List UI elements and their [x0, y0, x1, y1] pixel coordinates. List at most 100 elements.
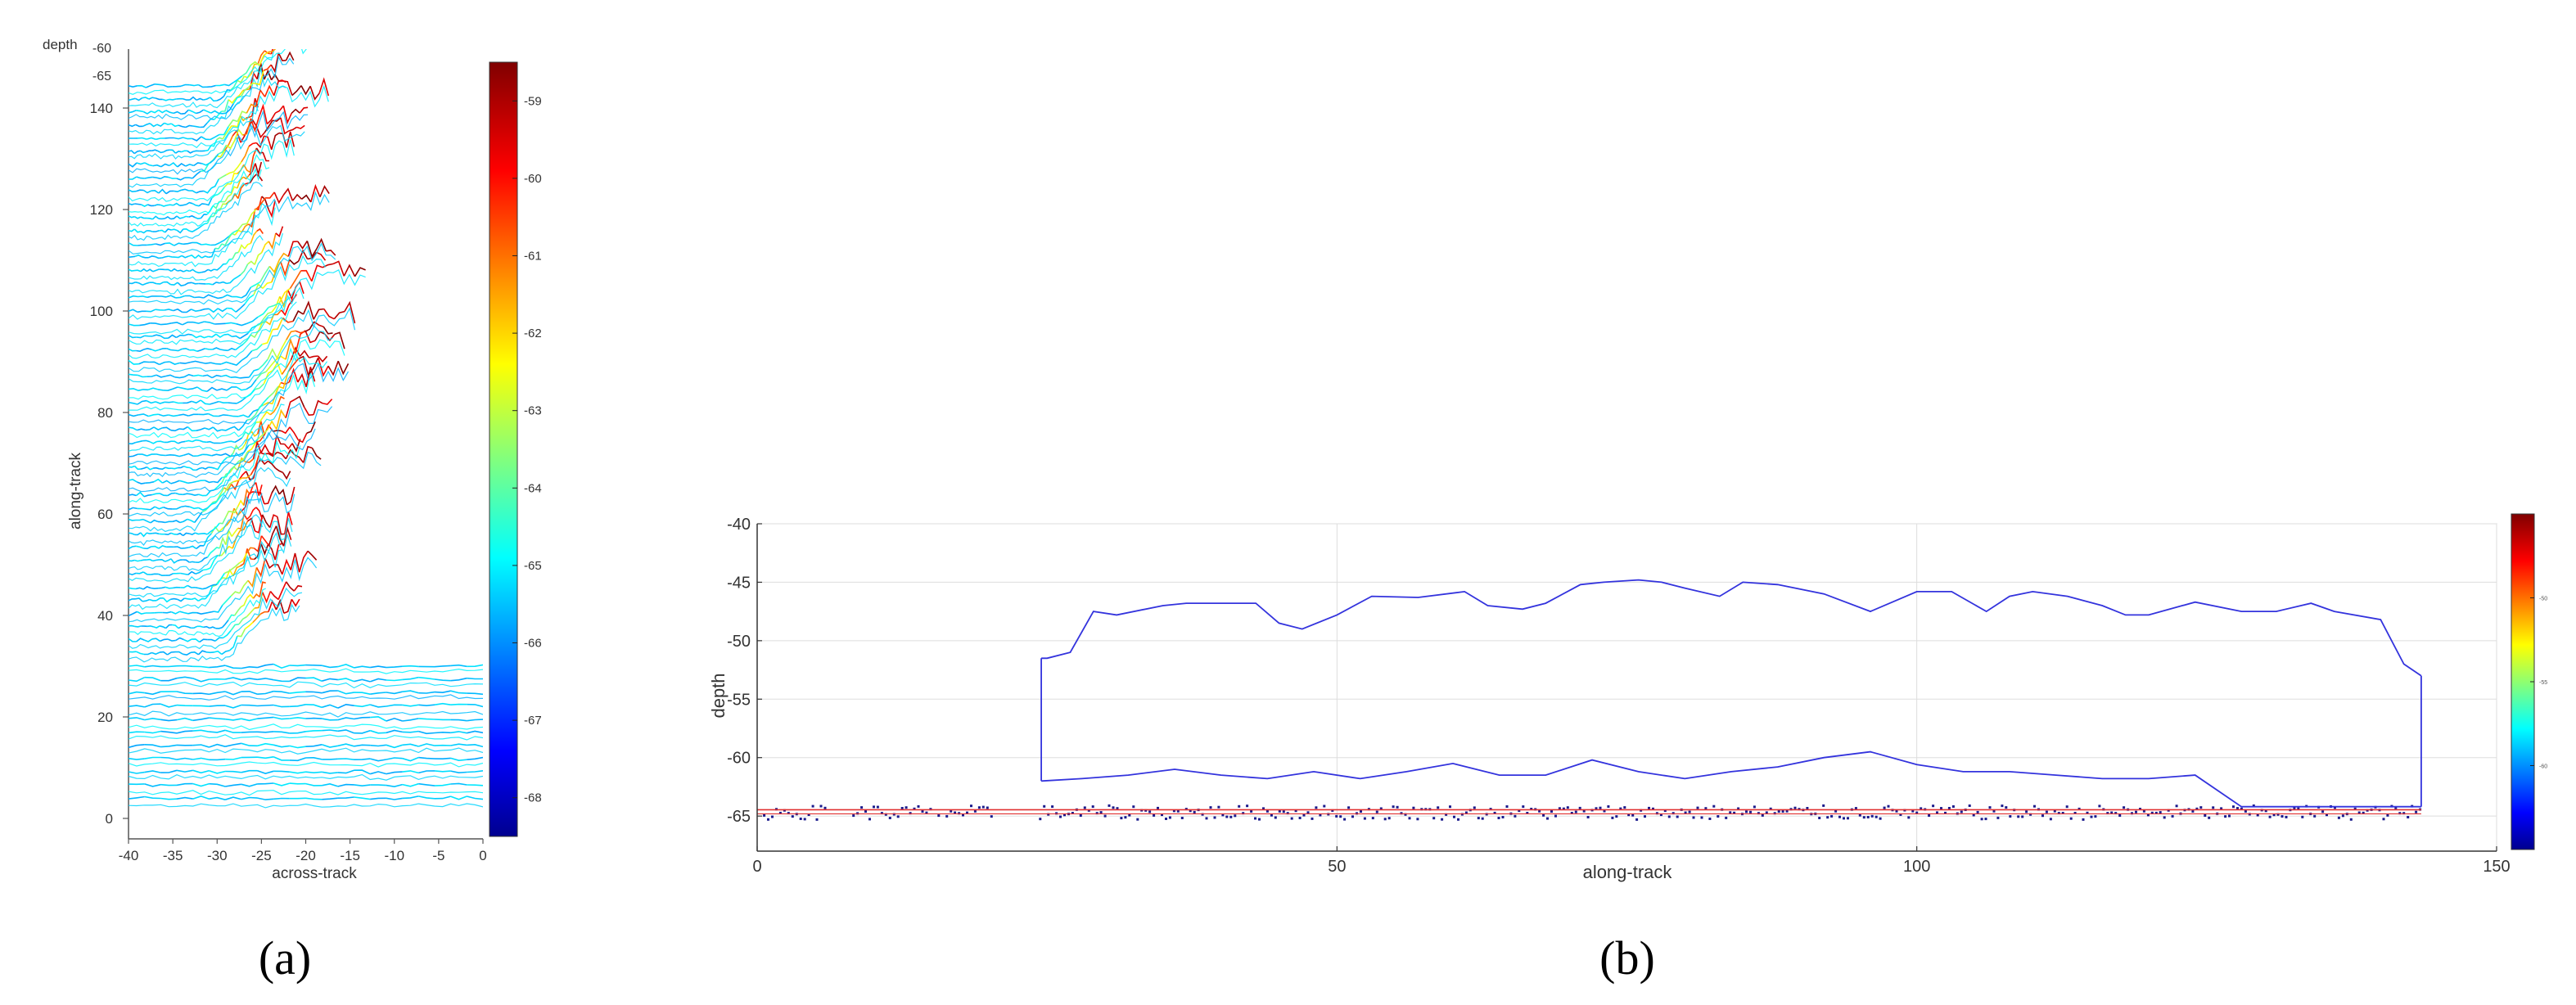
panel-a-profile-line: [268, 259, 280, 273]
panel-a-profile-line: [418, 782, 435, 786]
panel-b-point: [1437, 806, 1440, 809]
panel-a-profile-line: [289, 704, 306, 708]
panel-a-profile-line: [134, 269, 142, 273]
panel-a-profile-line: [386, 771, 403, 775]
panel-a-profile-line: [153, 478, 164, 484]
panel-a-profile-line: [268, 599, 277, 612]
panel-a-profile-line: [160, 744, 178, 748]
panel-a-profile-line: [128, 348, 137, 352]
panel-a-profile-line: [138, 374, 147, 378]
panel-a-profile-line: [266, 420, 277, 430]
panel-a-profile-line: [305, 664, 323, 666]
panel-a-profile-line: [252, 613, 262, 624]
panel-a-profile-line: [209, 705, 226, 707]
panel-a-profile-line: [128, 124, 305, 188]
panel-a-profile-line: [163, 84, 173, 88]
panel-a-profile-line: [138, 413, 149, 417]
panel-a-colorbar-tick-label: -68: [524, 791, 542, 805]
panel-a-profile-line: [228, 414, 239, 417]
panel-b-point: [1400, 812, 1403, 815]
panel-a-profile-line: [257, 663, 274, 669]
panel-a-profile-line: [168, 414, 179, 417]
panel-a-profile-line: [128, 465, 135, 468]
panel-a-profile-line: [223, 183, 232, 187]
panel-b-point: [1445, 813, 1448, 816]
panel-b-point: [1144, 809, 1148, 812]
panel-a-profile-line: [160, 769, 178, 773]
panel-a-profile-line: [311, 264, 323, 282]
panel-b-y-tick-label: -40: [727, 516, 751, 534]
panel-a-profile-line: [182, 321, 193, 326]
panel-b-point: [1392, 805, 1395, 809]
panel-a-colorbar-tick-label: -65: [524, 559, 542, 573]
panel-a-profile-line: [167, 492, 176, 497]
panel-a-profile-line: [214, 463, 222, 471]
panel-a-profile-line: [165, 521, 173, 524]
panel-b-point: [2244, 809, 2247, 813]
panel-b-point: [1059, 815, 1062, 818]
panel-a-profile-line: [277, 395, 285, 407]
panel-b-point: [2326, 813, 2328, 817]
panel-a-profile-line: [241, 223, 249, 233]
panel-b-point: [888, 817, 891, 819]
panel-b-lines: [757, 579, 2422, 815]
panel-a-profile-line: [323, 326, 333, 335]
panel-a-profile-line: [332, 260, 345, 277]
panel-a-profile-line: [189, 229, 196, 233]
panel-b-point: [1546, 817, 1549, 820]
panel-a-profile-line: [219, 281, 228, 285]
panel-a-profile-line: [170, 228, 178, 232]
panel-a-x-tick-label: -35: [163, 848, 183, 863]
panel-a-profile-line: [322, 690, 338, 694]
panel-a-profile-line: [321, 678, 338, 682]
panel-a-profile-line: [289, 745, 306, 749]
panel-a-profile-line: [176, 730, 193, 734]
panel-b-point: [1826, 816, 1829, 819]
panel-a-y-tick-label: 0: [106, 811, 113, 827]
panel-a-profile-line: [160, 677, 178, 682]
panel-b-point: [2139, 808, 2141, 810]
panel-a-profile-line: [202, 374, 213, 379]
panel-a-profile-line: [183, 493, 192, 496]
panel-a-profile-line: [192, 170, 201, 179]
panel-a-profile-line: [181, 188, 189, 192]
panel-a-profile-line: [209, 796, 226, 800]
panel-a-profile-line: [203, 187, 212, 194]
panel-a-profile-line: [173, 401, 183, 404]
panel-a-profile-line: [233, 274, 241, 280]
panel-a-profile-line: [241, 350, 253, 362]
panel-b-point: [1972, 813, 1975, 817]
panel-a-profile-line: [140, 466, 147, 470]
panel-a-profile-line: [246, 442, 257, 453]
panel-a-profile-line: [291, 439, 301, 453]
panel-a-profile-line: [197, 597, 205, 602]
panel-a-profile-line: [134, 625, 142, 628]
panel-a-profile-line: [192, 334, 201, 339]
panel-a-profile-line: [289, 677, 306, 683]
panel-a-profile-line: [237, 629, 246, 638]
panel-a-profile-line: [162, 98, 170, 101]
panel-a-profile-line: [370, 692, 386, 695]
panel-a-profile-line: [257, 756, 274, 759]
panel-b-x-tick-label: 150: [2483, 858, 2510, 876]
panel-a-profile-line: [386, 691, 403, 695]
panel-a-profile-line: [128, 371, 316, 439]
panel-a-profile-line: [185, 124, 193, 128]
panel-a-profile-line: [135, 439, 143, 444]
panel-a-profile-line: [218, 174, 227, 180]
panel-a-profile-line: [143, 546, 151, 550]
panel-a-profile-line: [266, 112, 276, 125]
panel-a-profile-line: [136, 162, 146, 165]
panel-a-profile-line: [159, 493, 168, 497]
panel-a-profile-line: [237, 499, 245, 507]
panel-a-profile-line: [262, 151, 269, 162]
panel-b-point: [1176, 809, 1180, 813]
panel-a-profile-line: [236, 396, 246, 404]
panel-a-profile-line: [128, 323, 140, 327]
panel-a-profile-line: [237, 514, 245, 530]
panel-b-point: [962, 813, 964, 817]
panel-a-profile-line: [128, 307, 356, 374]
panel-a-profile-line: [230, 172, 238, 185]
panel-a-profile-line: [241, 286, 252, 299]
panel-a-profile-line: [232, 251, 239, 259]
